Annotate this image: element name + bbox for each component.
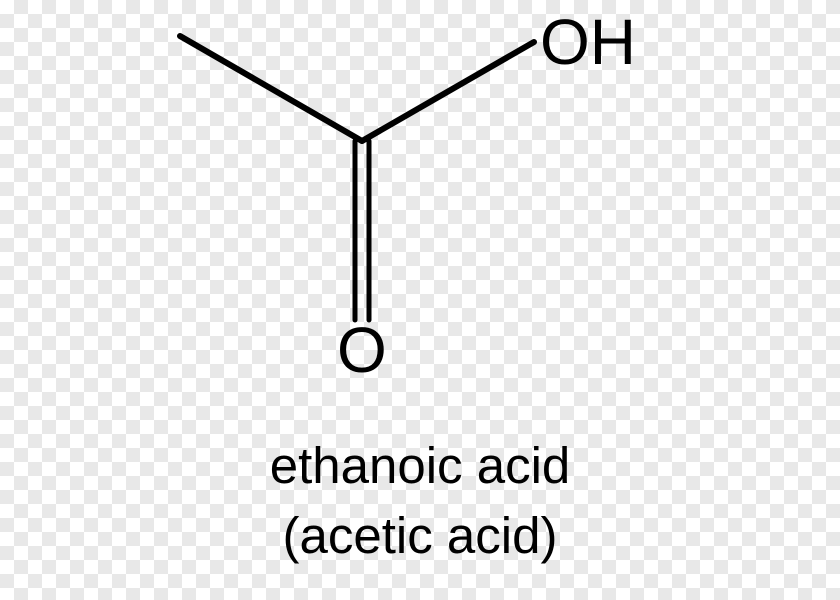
caption-line-2: (acetic acid) bbox=[0, 510, 840, 561]
diagram-stage: OH O ethanoic acid (acetic acid) bbox=[0, 0, 840, 600]
atom-label-oh: OH bbox=[540, 10, 636, 74]
caption-line-1: ethanoic acid bbox=[0, 440, 840, 491]
bond-ch3-c bbox=[180, 36, 362, 141]
bond-c-oh bbox=[362, 42, 534, 141]
atom-label-o: O bbox=[337, 318, 387, 382]
